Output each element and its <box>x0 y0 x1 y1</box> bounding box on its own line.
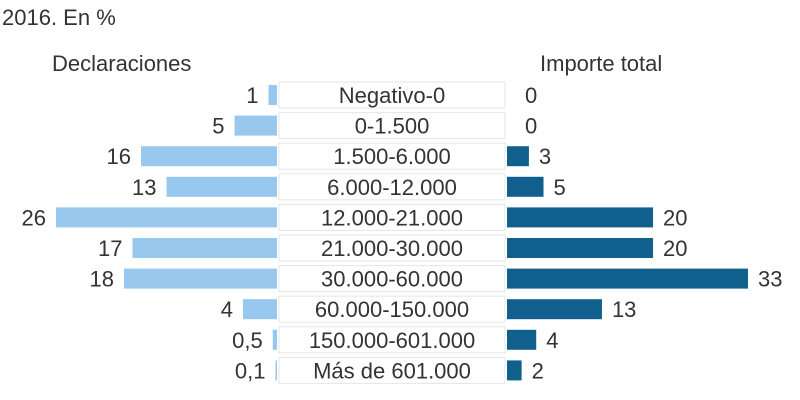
category-label: 1.500-6.000 <box>333 144 450 169</box>
bar-importe-total <box>507 299 602 320</box>
bar-declaraciones <box>56 207 277 228</box>
bar-declaraciones <box>268 85 277 105</box>
bar-declaraciones <box>132 238 277 258</box>
bar-declaraciones <box>272 329 277 350</box>
category-box <box>278 265 506 293</box>
data-label-importe-total: 20 <box>663 205 687 230</box>
data-label-declaraciones: 17 <box>98 236 122 261</box>
category-label: 0-1.500 <box>355 114 430 139</box>
bar-declaraciones <box>243 299 277 320</box>
category-box <box>278 173 506 201</box>
bar-importe-total <box>507 268 748 289</box>
category-box <box>278 234 506 262</box>
bar-declaraciones <box>124 268 277 289</box>
data-label-importe-total: 3 <box>539 144 551 169</box>
bar-declaraciones <box>234 115 277 136</box>
data-label-declaraciones: 13 <box>132 175 156 200</box>
legend-declaraciones: Declaraciones <box>52 51 191 76</box>
bar-declaraciones <box>275 360 277 381</box>
data-label-declaraciones: 26 <box>22 205 46 230</box>
data-label-importe-total: 5 <box>554 175 566 200</box>
category-label: 30.000-60.000 <box>321 267 463 292</box>
category-box <box>278 81 506 109</box>
bar-declaraciones <box>166 176 277 197</box>
category-box <box>278 295 506 323</box>
data-label-declaraciones: 0,5 <box>232 328 263 353</box>
bar-importe-total <box>507 238 654 258</box>
legend-importe-total: Importe total <box>540 51 662 76</box>
category-box <box>278 356 506 384</box>
category-label: 60.000-150.000 <box>315 297 469 322</box>
category-box <box>278 326 506 354</box>
data-label-declaraciones: 5 <box>212 114 224 139</box>
data-label-declaraciones: 18 <box>90 267 114 292</box>
data-label-importe-total: 33 <box>758 267 782 292</box>
category-label: 6.000-12.000 <box>327 175 457 200</box>
data-label-importe-total: 0 <box>525 83 537 108</box>
category-box <box>278 142 506 170</box>
bar-declaraciones <box>141 146 277 167</box>
bar-importe-total <box>507 146 529 167</box>
bar-importe-total <box>507 360 522 381</box>
bar-importe-total <box>507 329 537 350</box>
data-label-declaraciones: 0,1 <box>235 358 266 383</box>
chart-subtitle: 2016. En % <box>2 5 116 30</box>
data-label-importe-total: 20 <box>663 236 687 261</box>
data-label-declaraciones: 16 <box>107 144 131 169</box>
data-label-declaraciones: 1 <box>246 83 258 108</box>
category-label: 21.000-30.000 <box>321 236 463 261</box>
data-label-importe-total: 2 <box>532 358 544 383</box>
category-label: Más de 601.000 <box>313 358 471 383</box>
data-label-importe-total: 13 <box>612 297 636 322</box>
chart-rows: Negativo-0 1 0 0-1.500 5 0 1.500-6.000 16 3 6.000… <box>22 81 782 384</box>
category-box <box>278 112 506 140</box>
category-box <box>278 203 506 231</box>
data-label-declaraciones: 4 <box>221 297 233 322</box>
category-label: 150.000-601.000 <box>309 328 475 353</box>
category-label: 12.000-21.000 <box>321 205 463 230</box>
data-label-importe-total: 4 <box>546 328 558 353</box>
data-label-importe-total: 0 <box>525 114 537 139</box>
bar-importe-total <box>507 207 654 228</box>
bar-importe-total <box>507 176 544 197</box>
category-label: Negativo-0 <box>339 83 445 108</box>
